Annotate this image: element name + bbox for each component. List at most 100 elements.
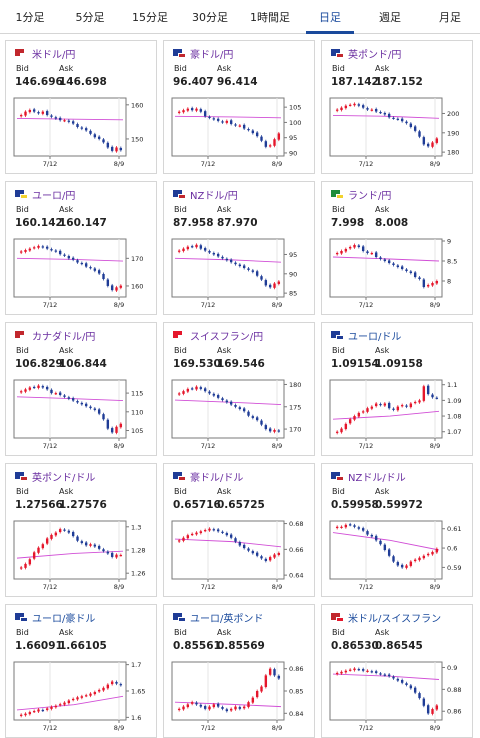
mini-chart[interactable]: 1.1 1.09 1.08 1.07 7/12 8/9 bbox=[328, 378, 468, 450]
candle-body bbox=[24, 389, 27, 392]
rate-card-usdjpy[interactable]: 米ドル/円 Bid Ask 146.696 146.698 160 150 7/12 8/9 bbox=[5, 40, 157, 174]
candle-body bbox=[251, 130, 255, 134]
candle-body bbox=[251, 416, 255, 418]
pair-name-link[interactable]: NZドル/円 bbox=[190, 190, 238, 202]
rate-card-gbpjpy[interactable]: 英ポンド/円 Bid Ask 187.142 187.152 200 190 180 7/12 8… bbox=[321, 40, 473, 174]
candle-body bbox=[71, 257, 75, 260]
y-tick-label: 160 bbox=[131, 101, 143, 109]
candle-body bbox=[216, 118, 220, 121]
pair-name-link[interactable]: 米ドル/スイスフラン bbox=[348, 613, 442, 625]
candle-body bbox=[106, 419, 110, 429]
pair-name-link[interactable]: スイスフラン/円 bbox=[190, 331, 264, 343]
candle-body bbox=[370, 109, 374, 111]
candle-body bbox=[335, 431, 339, 433]
rate-card-gbpusd[interactable]: 英ポンド/ドル Bid Ask 1.27566 1.27576 1.3 1.28 1.26 7/… bbox=[5, 463, 157, 597]
rate-card-nzdusd[interactable]: NZドル/ドル Bid Ask 0.59958 0.59972 0.61 0.6 0.59 7/… bbox=[321, 463, 473, 597]
bid-label: Bid bbox=[332, 487, 345, 496]
pair-name-link[interactable]: ユーロ/円 bbox=[32, 190, 76, 202]
y-tick-label: 115 bbox=[131, 390, 143, 398]
mini-chart[interactable]: 0.68 0.66 0.64 7/12 8/9 bbox=[170, 519, 310, 591]
candle-body bbox=[366, 108, 369, 110]
mini-chart[interactable]: 1.3 1.28 1.26 7/12 8/9 bbox=[12, 519, 152, 591]
x-tick-label: 8/9 bbox=[272, 442, 282, 450]
bid-label: Bid bbox=[332, 628, 345, 637]
pair-name-link[interactable]: 豪ドル/円 bbox=[190, 49, 234, 61]
rate-card-audjpy[interactable]: 豪ドル/円 Bid Ask 96.407 96.414 105 100 95 90 7/12 8/9 bbox=[163, 40, 315, 174]
mini-chart[interactable]: 9 8.5 8 7/12 8/9 bbox=[328, 237, 468, 309]
candle-body bbox=[208, 251, 211, 253]
rate-card-nzdjpy[interactable]: NZドル/円 Bid Ask 87.958 87.970 95 90 85 7/12 8/9 bbox=[163, 181, 315, 315]
tab-15min[interactable]: 15分足 bbox=[132, 10, 168, 24]
x-tick-label: 7/12 bbox=[201, 442, 216, 450]
mini-chart[interactable]: 1.7 1.65 1.6 7/12 8/9 bbox=[12, 660, 152, 732]
rate-card-audusd[interactable]: 豪ドル/ドル Bid Ask 0.65716 0.65725 0.68 0.66 0.64 7/… bbox=[163, 463, 315, 597]
candle-body bbox=[84, 128, 88, 131]
candle-body bbox=[431, 551, 434, 555]
mini-chart[interactable]: 0.86 0.85 0.84 7/12 8/9 bbox=[170, 660, 310, 732]
pair-name-link[interactable]: ユーロ/英ポンド bbox=[190, 613, 264, 625]
candle-body bbox=[422, 137, 426, 145]
candle-body bbox=[195, 244, 198, 248]
tab-5min[interactable]: 5分足 bbox=[75, 10, 105, 24]
candle-body bbox=[426, 385, 430, 395]
card-header: NZドル/ドル bbox=[331, 469, 406, 484]
currency-flag-icon bbox=[331, 330, 344, 340]
candle-body bbox=[203, 530, 207, 532]
y-tick-label: 0.88 bbox=[447, 686, 461, 694]
mini-chart[interactable]: 115 110 105 7/12 8/9 bbox=[12, 378, 152, 450]
candle-body bbox=[106, 684, 110, 689]
moving-average-line bbox=[332, 256, 440, 262]
tab-1hour[interactable]: 1時間足 bbox=[250, 10, 290, 24]
bid-value: 96.407 bbox=[173, 76, 214, 88]
y-tick-label: 100 bbox=[289, 119, 301, 127]
bid-value: 146.696 bbox=[15, 76, 63, 88]
bid-label: Bid bbox=[16, 346, 29, 355]
rate-card-chfjpy[interactable]: スイスフラン/円 Bid Ask 169.530 169.546 180 175 170 7/1… bbox=[163, 322, 315, 456]
pair-name-link[interactable]: 英ポンド/ドル bbox=[32, 472, 96, 484]
candle-body bbox=[383, 112, 387, 115]
mini-chart[interactable]: 0.61 0.6 0.59 7/12 8/9 bbox=[328, 519, 468, 591]
rate-card-cadjpy[interactable]: カナダドル/円 Bid Ask 106.829 106.844 115 110 105 7/12… bbox=[5, 322, 157, 456]
candle-body bbox=[186, 246, 190, 250]
tab-30min[interactable]: 30分足 bbox=[192, 10, 228, 24]
candlestick-chart: 1.7 1.65 1.6 7/12 8/9 bbox=[13, 661, 145, 732]
candle-body bbox=[353, 668, 356, 671]
candle-body bbox=[374, 252, 378, 257]
mini-chart[interactable]: 0.9 0.88 0.86 7/12 8/9 bbox=[328, 660, 468, 732]
candle-body bbox=[93, 408, 97, 410]
candle-body bbox=[396, 678, 400, 681]
mini-chart[interactable]: 95 90 85 7/12 8/9 bbox=[170, 237, 310, 309]
tab-1min[interactable]: 1分足 bbox=[15, 10, 45, 24]
currency-flag-icon bbox=[331, 189, 344, 199]
rate-card-eurjpy[interactable]: ユーロ/円 Bid Ask 160.142 160.147 170 160 7/12 8/9 bbox=[5, 181, 157, 315]
tab-daily[interactable]: 日足 bbox=[300, 0, 360, 34]
tab-weekly[interactable]: 週足 bbox=[379, 10, 401, 24]
rate-card-zarjpy[interactable]: ランド/円 Bid Ask 7.998 8.008 9 8.5 8 7/12 8/9 bbox=[321, 181, 473, 315]
pair-name-link[interactable]: ユーロ/豪ドル bbox=[32, 613, 96, 625]
pair-name-link[interactable]: 米ドル/円 bbox=[32, 49, 76, 61]
candle-body bbox=[80, 262, 84, 265]
pair-name-link[interactable]: 豪ドル/ドル bbox=[190, 472, 244, 484]
mini-chart[interactable]: 170 160 7/12 8/9 bbox=[12, 237, 152, 309]
candle-body bbox=[357, 527, 361, 529]
rate-card-eurusd[interactable]: ユーロ/ドル Bid Ask 1.09154 1.09158 1.1 1.09 1.08 1.0… bbox=[321, 322, 473, 456]
pair-name-link[interactable]: ランド/円 bbox=[348, 190, 392, 202]
pair-name-link[interactable]: カナダドル/円 bbox=[32, 331, 96, 343]
pair-name-link[interactable]: NZドル/ドル bbox=[348, 472, 406, 484]
candle-body bbox=[353, 416, 356, 420]
mini-chart[interactable]: 160 150 7/12 8/9 bbox=[12, 96, 152, 168]
candle-body bbox=[80, 127, 84, 129]
candle-body bbox=[225, 533, 229, 536]
pair-name-link[interactable]: 英ポンド/円 bbox=[348, 49, 402, 61]
candle-body bbox=[110, 146, 114, 151]
card-header: カナダドル/円 bbox=[15, 328, 96, 343]
rate-card-eurgbp[interactable]: ユーロ/英ポンド Bid Ask 0.85561 0.85569 0.86 0.85 0.84… bbox=[163, 604, 315, 738]
mini-chart[interactable]: 105 100 95 90 7/12 8/9 bbox=[170, 96, 310, 168]
rate-card-usdchf[interactable]: 米ドル/スイスフラン Bid Ask 0.86530 0.86545 0.9 0.88 0.8… bbox=[321, 604, 473, 738]
rate-card-euraud[interactable]: ユーロ/豪ドル Bid Ask 1.66091 1.66105 1.7 1.65 1.6 7/1… bbox=[5, 604, 157, 738]
mini-chart[interactable]: 180 175 170 7/12 8/9 bbox=[170, 378, 310, 450]
mini-chart[interactable]: 200 190 180 7/12 8/9 bbox=[328, 96, 468, 168]
tab-monthly[interactable]: 月足 bbox=[439, 10, 461, 24]
flag-quote bbox=[336, 616, 344, 622]
pair-name-link[interactable]: ユーロ/ドル bbox=[348, 331, 402, 343]
